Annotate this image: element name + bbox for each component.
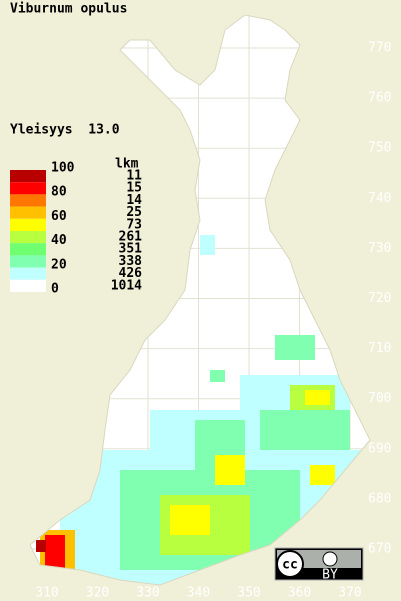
cell [260, 410, 350, 450]
legend-swatch [10, 267, 46, 280]
border [29, 14, 371, 586]
legend-count: 73 [126, 217, 142, 232]
x-axis-label: 340 [187, 586, 210, 601]
y-axis-label: 730 [368, 241, 391, 256]
y-axis-label: 770 [368, 41, 391, 56]
legend-scale-label: 0 [51, 282, 59, 297]
y-axis-label: 680 [368, 491, 391, 506]
x-axis-label: 330 [136, 586, 159, 601]
cell [215, 455, 245, 485]
cell [210, 370, 225, 382]
cell [305, 390, 330, 405]
legend-swatch [10, 279, 46, 292]
x-axis-label: 370 [338, 586, 361, 601]
legend-count: 15 [126, 181, 142, 196]
legend-count: 338 [119, 254, 143, 269]
cell [310, 465, 335, 485]
legend-swatch [10, 206, 46, 219]
legend-scale-label: 60 [51, 209, 67, 224]
legend-scale-label: 100 [51, 161, 75, 176]
legend-swatch [10, 255, 46, 268]
legend-count: 14 [126, 193, 142, 208]
legend-swatch [10, 182, 46, 195]
count-header: lkm [115, 157, 139, 172]
legend-count: 11 [126, 169, 142, 184]
by-badge: BY [322, 568, 338, 583]
license-badge: cc BY [274, 547, 364, 583]
cell [45, 535, 65, 570]
cc-logo: cc [282, 558, 298, 573]
legend-count: 261 [119, 230, 143, 245]
y-axis-label: 720 [368, 291, 391, 306]
y-axis-label: 690 [368, 441, 391, 456]
legend-count: 426 [119, 266, 143, 281]
by-icon [322, 551, 338, 567]
legend-count: 25 [126, 205, 142, 220]
title: Viburnum opulus [10, 2, 127, 17]
legend-scale-label: 40 [51, 233, 67, 248]
y-axis-label: 710 [368, 341, 391, 356]
y-axis-label: 760 [368, 91, 391, 106]
cc-circle [276, 550, 304, 578]
frequency: Yleisyys 13.0 [10, 123, 120, 138]
legend-swatch [10, 231, 46, 244]
y-axis-label: 670 [368, 542, 391, 557]
cell [200, 235, 215, 255]
cell [170, 505, 210, 535]
x-axis-label: 310 [35, 586, 58, 601]
legend-swatch [10, 194, 46, 207]
legend-count: 351 [119, 242, 143, 257]
legend-count: 1014 [111, 278, 142, 293]
x-axis-label: 350 [237, 586, 260, 601]
cell [36, 540, 46, 552]
x-axis-label: 360 [288, 586, 311, 601]
y-axis-label: 750 [368, 141, 391, 156]
legend-swatch [10, 170, 46, 183]
x-axis-label: 320 [86, 586, 109, 601]
cell [275, 335, 315, 360]
y-axis-label: 700 [368, 391, 391, 406]
y-axis-label: 740 [368, 191, 391, 206]
legend-scale-label: 80 [51, 185, 67, 200]
legend-swatch [10, 218, 46, 231]
legend-swatch [10, 243, 46, 256]
legend-scale-label: 20 [51, 257, 67, 272]
